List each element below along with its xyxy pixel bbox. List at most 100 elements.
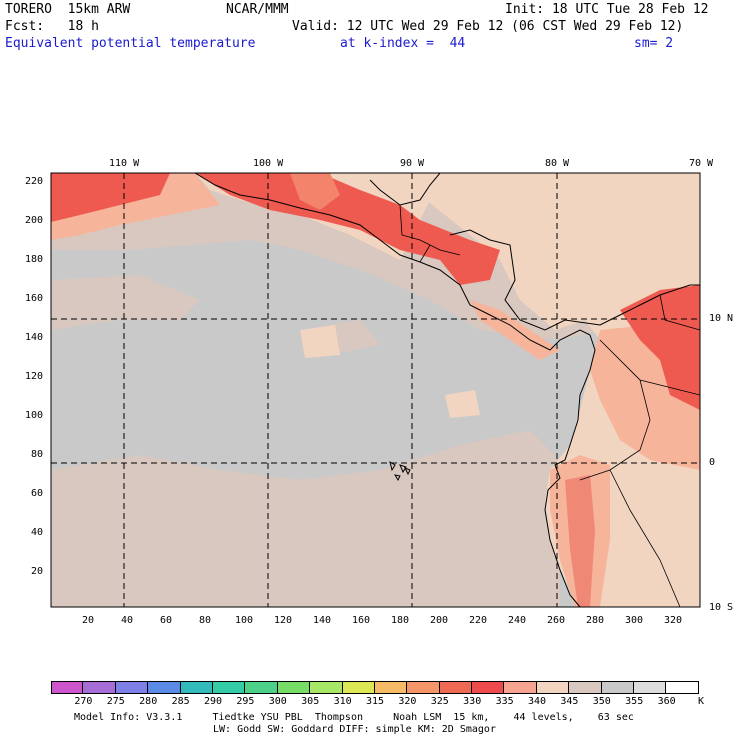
colorbar <box>51 681 699 694</box>
colorbar-label: 360 <box>657 696 676 707</box>
field-band-330-guatemala <box>195 173 500 285</box>
colorbar-label: 345 <box>560 696 579 707</box>
y-tick: 120 <box>25 371 44 382</box>
forecast-hour: Fcst: 18 h <box>5 19 99 34</box>
colorbar-swatch <box>245 681 278 694</box>
valid-time: Valid: 12 UTC Wed 29 Feb 12 (06 CST Wed … <box>292 19 684 34</box>
lon-label-70w: 70 W <box>689 158 714 169</box>
x-tick: 240 <box>508 615 527 626</box>
colorbar-label: 305 <box>301 696 320 707</box>
colorbar-label: 270 <box>74 696 93 707</box>
x-tick: 100 <box>235 615 254 626</box>
colorbar-swatch <box>51 681 84 694</box>
field-band-340-patch <box>300 325 340 358</box>
colorbar-swatch <box>569 681 602 694</box>
colorbar-frame <box>51 681 699 694</box>
y-tick: 200 <box>25 215 44 226</box>
colorbar-label: 295 <box>236 696 255 707</box>
lon-label-80w: 80 W <box>545 158 570 169</box>
y-tick: 160 <box>25 293 44 304</box>
field-band-330-venezuela <box>620 285 700 410</box>
colorbar-swatch <box>536 681 570 694</box>
colorbar-label: 300 <box>268 696 287 707</box>
field-band-330-nw <box>51 173 170 222</box>
x-tick: 200 <box>430 615 449 626</box>
field-band-345-south <box>51 430 560 607</box>
lon-label-90w: 90 W <box>400 158 425 169</box>
colorbar-label: 285 <box>171 696 190 707</box>
y-tick: 40 <box>31 527 44 538</box>
colorbar-swatch <box>374 681 408 694</box>
colorbar-swatch <box>148 681 181 694</box>
x-tick: 140 <box>313 615 332 626</box>
x-tick: 220 <box>469 615 488 626</box>
lat-label-0: 0 <box>709 457 716 468</box>
y-tick: 100 <box>25 410 44 421</box>
model-info: Model Info: V3.3.1 Tiedtke YSU PBL Thomp… <box>74 712 634 723</box>
colorbar-label: 325 <box>430 696 449 707</box>
field-band-330-peru <box>565 475 595 607</box>
galapagos-islands <box>389 460 411 482</box>
y-tick: 140 <box>25 332 44 343</box>
field-band-335-costarica <box>470 300 560 360</box>
y-tick: 60 <box>31 488 44 499</box>
colorbar-label: 275 <box>106 696 125 707</box>
colorbar-swatch <box>180 681 213 694</box>
colorbar-swatch <box>439 681 473 694</box>
lat-label-10s: 10 S <box>709 602 734 613</box>
init-time: Init: 18 UTC Tue 28 Feb 12 <box>505 2 709 17</box>
physics-info: LW: Godd SW: Goddard DIFF: simple KM: 2D… <box>213 724 496 735</box>
colorbar-label: 340 <box>527 696 547 707</box>
y-tick: 20 <box>31 566 44 577</box>
colorbar-label: 335 <box>495 696 514 707</box>
colorbar-label: 320 <box>398 696 417 707</box>
coastline-caribbean <box>369 173 700 331</box>
coastline-south-america <box>544 334 596 607</box>
colorbar-swatch <box>115 681 149 694</box>
field-band-340-patch2 <box>445 390 480 418</box>
colorbar-label: 290 <box>203 696 223 707</box>
colorbar-label: 280 <box>139 696 158 707</box>
x-tick: 260 <box>547 615 566 626</box>
x-tick: 80 <box>199 615 212 626</box>
field-land-sa <box>420 173 700 607</box>
y-tick: 220 <box>25 176 44 187</box>
colorbar-swatch <box>504 681 537 694</box>
colorbar-unit: K <box>698 696 705 707</box>
colorbar-swatch <box>277 681 311 694</box>
lat-label-10n: 10 N <box>709 313 734 324</box>
x-tick: 300 <box>625 615 644 626</box>
colorbar-label: 350 <box>592 696 611 707</box>
level-label: at k-index = 44 <box>340 36 466 51</box>
x-tick: 40 <box>121 615 134 626</box>
colorbar-label: 330 <box>463 696 482 707</box>
coastline-central-america <box>194 173 591 351</box>
smoothing-label: sm= 2 <box>634 36 674 51</box>
graticule <box>51 173 700 607</box>
x-tick: 60 <box>160 615 173 626</box>
colorbar-swatch <box>601 681 635 694</box>
model-name: TORERO 15km ARW <box>5 2 131 17</box>
x-tick: 120 <box>274 615 293 626</box>
colorbar-swatch <box>212 681 246 694</box>
lon-label-100w: 100 W <box>253 158 284 169</box>
colorbar-swatch <box>342 681 375 694</box>
x-tick: 20 <box>82 615 95 626</box>
colorbar-swatch <box>634 681 667 694</box>
field-band-345-mid <box>51 275 200 330</box>
colorbar-swatch <box>310 681 343 694</box>
center-name: NCAR/MMM <box>226 2 289 17</box>
x-tick: 160 <box>352 615 371 626</box>
field-name: Equivalent potential temperature <box>5 36 256 51</box>
x-tick: 280 <box>586 615 605 626</box>
y-tick: 80 <box>31 449 44 460</box>
border-countries <box>399 204 700 607</box>
colorbar-label: 355 <box>625 696 644 707</box>
field-band-320-mexico <box>290 173 340 210</box>
colorbar-label: 315 <box>365 696 385 707</box>
colorbar-swatch <box>407 681 440 694</box>
plot-frame <box>50 172 701 608</box>
colorbar-swatch <box>83 681 116 694</box>
x-tick: 320 <box>664 615 683 626</box>
